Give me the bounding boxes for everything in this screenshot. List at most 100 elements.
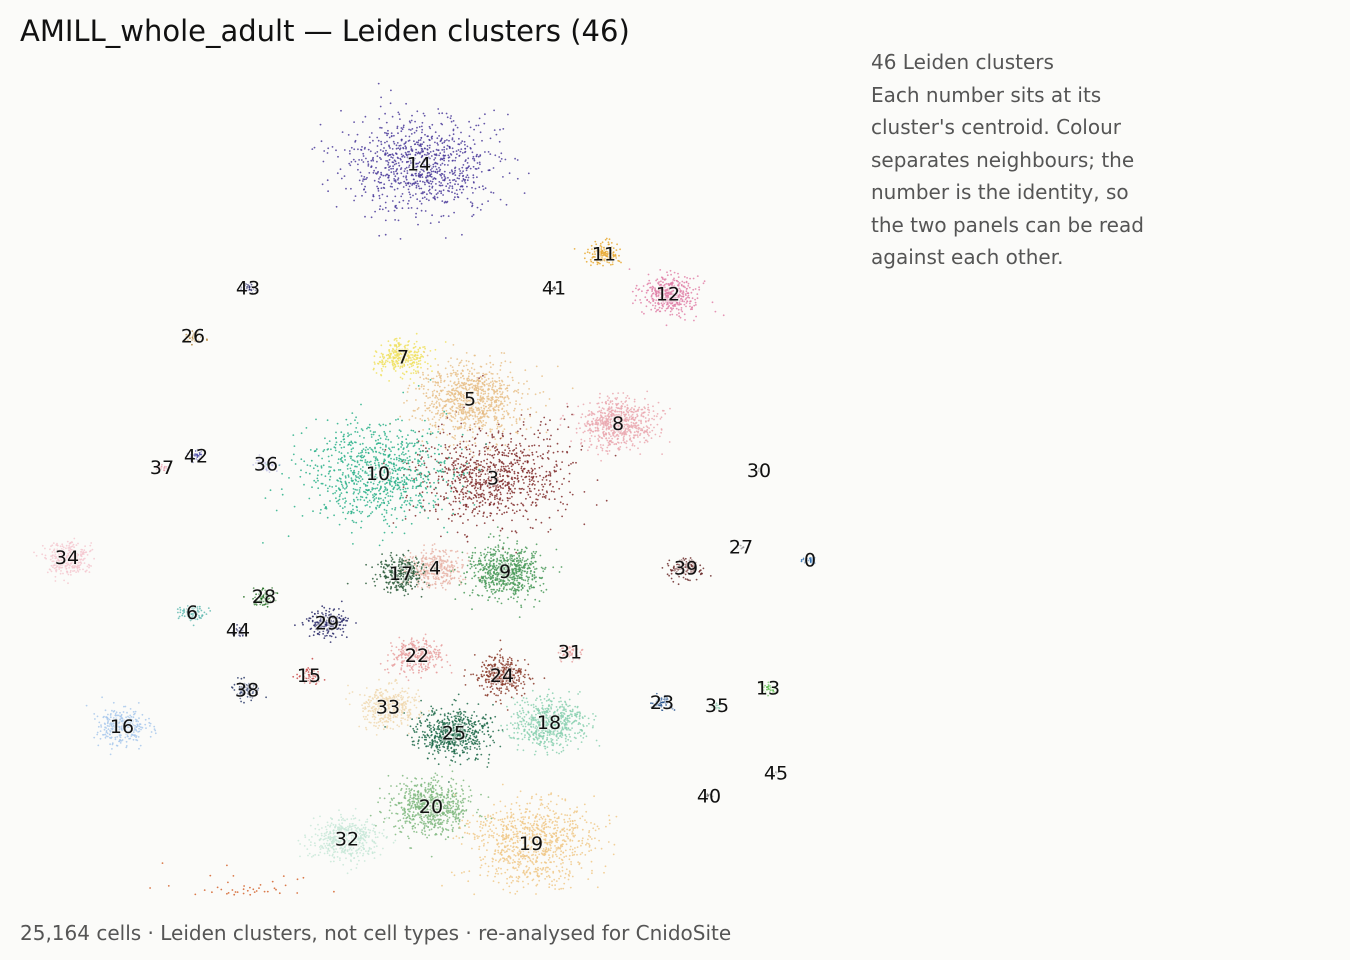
- cell-point: [406, 445, 409, 447]
- cell-point: [358, 477, 361, 480]
- cell-point: [492, 576, 495, 579]
- cell-point: [313, 479, 316, 482]
- cell-point: [513, 563, 516, 566]
- cell-point: [489, 551, 491, 554]
- cell-point: [563, 418, 566, 421]
- cell-point: [406, 494, 408, 497]
- cell-point: [328, 460, 330, 463]
- cell-point: [511, 509, 514, 512]
- cell-point: [468, 370, 471, 373]
- cell-point: [363, 455, 366, 458]
- cell-point: [437, 503, 440, 506]
- cell-point: [561, 515, 563, 518]
- cell-point: [619, 407, 621, 410]
- cell-point: [181, 614, 184, 617]
- cell-point: [495, 560, 498, 563]
- cell-point: [476, 398, 479, 401]
- cell-point: [371, 449, 374, 451]
- cell-point: [432, 405, 435, 408]
- cell-point: [350, 464, 353, 466]
- cell-point: [602, 433, 605, 436]
- cell-point: [523, 383, 525, 385]
- cell-point: [433, 447, 436, 450]
- cell-point: [424, 404, 426, 407]
- cell-point: [207, 607, 210, 609]
- cell-point: [503, 415, 506, 418]
- cell-point: [401, 419, 403, 422]
- cell-point: [568, 472, 571, 475]
- cell-point: [451, 520, 453, 522]
- cell-point: [548, 471, 551, 473]
- cell-point: [431, 560, 433, 563]
- cell-point: [478, 454, 480, 456]
- cell-point: [431, 390, 434, 393]
- cell-point: [542, 476, 545, 479]
- cell-point: [397, 448, 400, 450]
- cell-point: [433, 468, 435, 470]
- cell-point: [561, 483, 563, 485]
- cell-point: [542, 438, 545, 441]
- cell-point: [494, 478, 496, 481]
- cell-point: [534, 598, 537, 601]
- cell-point: [363, 482, 365, 485]
- cell-point: [349, 467, 352, 470]
- cell-point: [484, 390, 487, 393]
- cell-point: [572, 413, 575, 416]
- cell-point: [636, 415, 639, 418]
- cell-point: [492, 382, 495, 385]
- cell-point: [454, 513, 456, 516]
- cell-point: [645, 425, 648, 427]
- cell-point: [494, 597, 496, 599]
- cell-point: [323, 503, 326, 506]
- cell-point: [441, 409, 444, 412]
- cell-point: [445, 481, 448, 483]
- cell-point: [505, 465, 507, 468]
- cell-point: [429, 584, 432, 586]
- cell-point: [515, 431, 517, 434]
- cell-point: [499, 396, 502, 398]
- cell-point: [375, 372, 378, 374]
- cell-point: [598, 396, 601, 399]
- cell-point: [625, 446, 628, 449]
- cell-point: [586, 421, 589, 424]
- cell-point: [501, 432, 504, 435]
- cell-point: [526, 567, 529, 570]
- cell-point: [343, 433, 345, 436]
- cell-point: [409, 497, 412, 499]
- cell-point: [402, 462, 405, 464]
- cell-point: [458, 474, 461, 477]
- cell-point: [345, 491, 348, 494]
- cell-point: [416, 504, 419, 506]
- cell-point: [443, 526, 445, 529]
- cell-point: [523, 448, 526, 451]
- cell-point: [456, 566, 459, 569]
- cell-point: [633, 398, 636, 401]
- cell-point: [340, 431, 343, 434]
- cell-point: [660, 431, 662, 434]
- cell-point: [399, 496, 402, 499]
- cell-point: [631, 443, 634, 445]
- cell-point: [476, 492, 478, 494]
- cell-point: [438, 403, 441, 406]
- cell-point: [602, 426, 604, 428]
- cell-point: [601, 418, 604, 421]
- cell-point: [471, 557, 473, 559]
- cell-point: [602, 417, 605, 419]
- cell-point: [354, 419, 356, 422]
- cell-point: [385, 435, 388, 438]
- cell-point: [436, 400, 438, 403]
- cell-point: [583, 430, 586, 433]
- cell-point: [629, 448, 631, 451]
- cell-point: [503, 428, 506, 430]
- cell-point: [391, 531, 393, 534]
- cell-point: [494, 484, 496, 487]
- cell-point: [420, 579, 423, 581]
- cell-point: [378, 470, 381, 473]
- cell-point: [411, 487, 414, 489]
- cell-point: [477, 463, 480, 465]
- cell-point: [497, 406, 500, 409]
- cell-point: [383, 363, 386, 366]
- cell-point: [433, 416, 436, 418]
- cell-point: [471, 428, 474, 430]
- cell-point: [504, 360, 507, 363]
